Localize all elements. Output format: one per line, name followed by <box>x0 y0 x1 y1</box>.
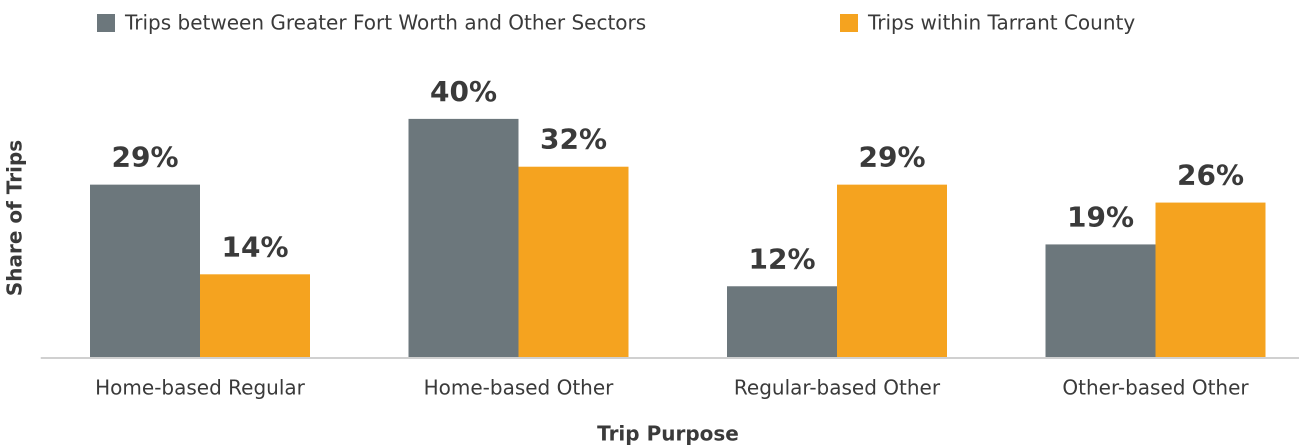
bar <box>408 118 519 358</box>
legend-label: Trips within Tarrant County <box>867 11 1135 35</box>
x-tick-label: Other-based Other <box>1062 376 1249 400</box>
x-tick-label: Home-based Regular <box>95 376 305 400</box>
bar <box>1155 202 1266 358</box>
data-label: 19% <box>1067 200 1134 233</box>
data-label: 32% <box>540 123 607 156</box>
bar <box>1045 244 1156 358</box>
legend-swatch <box>97 14 115 32</box>
data-label: 12% <box>748 242 815 275</box>
data-label: 14% <box>221 230 288 263</box>
bar <box>90 184 200 358</box>
x-tick-label: Home-based Other <box>424 376 615 400</box>
bar <box>518 166 629 358</box>
data-label: 40% <box>430 75 497 108</box>
data-label: 29% <box>111 141 178 174</box>
legend-swatch <box>840 14 858 32</box>
x-axis-title: Trip Purpose <box>597 422 739 446</box>
data-label: 26% <box>1177 159 1244 192</box>
bar <box>837 184 947 358</box>
data-label: 29% <box>858 141 925 174</box>
x-tick-label: Regular-based Other <box>734 376 941 400</box>
legend-label: Trips between Greater Fort Worth and Oth… <box>124 11 646 35</box>
bar <box>727 286 837 358</box>
bar <box>200 274 310 358</box>
y-axis-title: Share of Trips <box>3 140 27 296</box>
